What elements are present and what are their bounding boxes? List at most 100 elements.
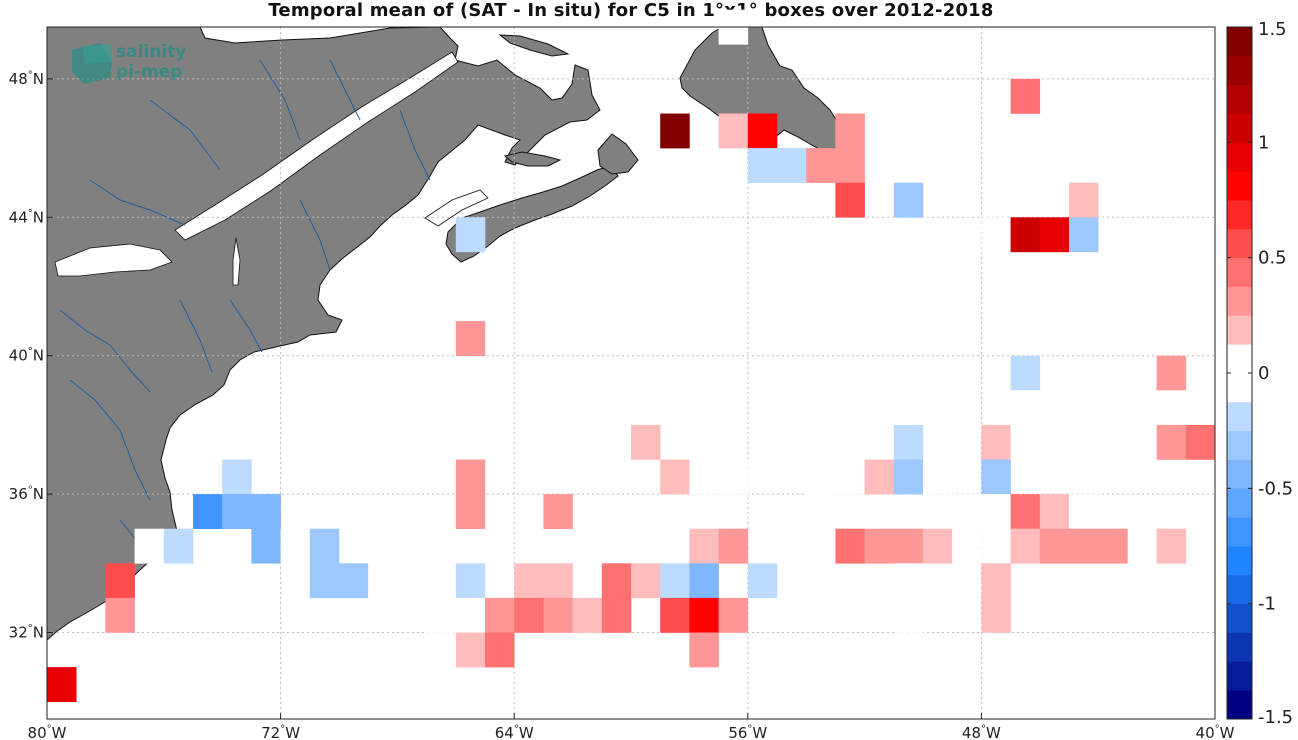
heatmap-cell	[134, 528, 165, 564]
heatmap-cell	[747, 563, 778, 599]
heatmap-cell	[455, 597, 486, 633]
logo-text-salinity: salinity	[116, 42, 186, 62]
colorbar-ticks: 1.5 1 0.5 0 -0.5 -1 -1.5	[1227, 19, 1293, 728]
colorbar-band	[1227, 661, 1252, 691]
colorbar-band	[1227, 517, 1252, 547]
heatmap-cell	[572, 597, 603, 633]
heatmap-cell	[455, 632, 486, 668]
heatmap-cell	[777, 528, 807, 564]
heatmap-cell	[601, 597, 632, 633]
heatmap-cell	[280, 528, 311, 564]
colorbar-tick-label: 1	[1258, 132, 1269, 153]
river-line	[69, 379, 151, 501]
colorbar: 1.5 1 0.5 0 -0.5 -1 -1.5	[1226, 19, 1293, 728]
heatmap-cell	[835, 113, 865, 149]
colorbar-band	[1227, 171, 1252, 201]
bay-of-fundy	[424, 189, 489, 227]
heatmap-cell	[1156, 528, 1187, 564]
heatmap-cell	[718, 597, 749, 633]
heatmap-cell	[1156, 355, 1187, 391]
land-mass-anticosti	[498, 34, 570, 57]
colorbar-band	[1227, 142, 1252, 172]
heatmap-cell	[689, 563, 719, 599]
heatmap-cell	[1069, 494, 1099, 529]
heatmap-cell	[631, 563, 661, 599]
heatmap-cell	[893, 563, 924, 599]
map-title: Temporal mean of (SAT - In situ) for C5 …	[268, 0, 994, 21]
colorbar-band	[1227, 546, 1252, 576]
colorbar-tick-label: 0	[1258, 363, 1269, 384]
heatmap-cell	[1156, 424, 1187, 460]
heatmap-cell	[543, 563, 573, 599]
river-line	[299, 199, 331, 271]
heatmap-cell	[718, 528, 749, 564]
land-mass-nova-scotia	[445, 165, 619, 263]
colorbar-band	[1227, 228, 1252, 259]
colorbar-band	[1227, 200, 1252, 230]
heatmap-cell	[689, 528, 719, 564]
heatmap-cell	[1098, 528, 1128, 564]
heatmap-cell	[1010, 217, 1041, 253]
lon-tick-label: 56°W	[728, 724, 767, 740]
land-layer	[46, 26, 841, 642]
heatmap-cell	[893, 528, 924, 564]
heatmap-cell	[893, 597, 924, 633]
heatmap-cell	[777, 148, 807, 183]
heatmap-cell	[806, 494, 836, 529]
heatmap-cell	[893, 182, 924, 218]
heatmap-cell	[806, 459, 836, 495]
heatmap-cell	[864, 528, 895, 564]
heatmap-cell	[660, 113, 690, 149]
heatmap-cell	[689, 459, 719, 495]
heatmap-cell	[514, 597, 544, 633]
heatmap-cell	[689, 597, 719, 633]
lat-tick-label: 32°N	[9, 624, 44, 642]
logo-icon-shade	[82, 44, 112, 64]
heatmap-cell	[981, 494, 1011, 529]
colorbar-band	[1227, 84, 1252, 114]
heatmap-cell	[485, 632, 515, 668]
colorbar-band	[1227, 55, 1252, 86]
heatmap-cell	[631, 424, 661, 460]
heatmap-cell	[1069, 182, 1099, 218]
colorbar-bands	[1227, 27, 1252, 720]
heatmap-cell	[806, 148, 836, 183]
river-line	[229, 299, 263, 353]
colorbar-band	[1227, 603, 1252, 633]
colorbar-tick-label: -0.5	[1258, 478, 1293, 499]
heatmap-cell	[1010, 494, 1041, 529]
heatmap-cell	[1185, 390, 1216, 426]
lat-tick-label: 40°N	[9, 347, 44, 365]
logo-text-pimep: pi-mep	[116, 62, 182, 82]
heatmap-cell	[660, 597, 690, 633]
heatmap-cell	[893, 424, 924, 460]
heatmap-cell	[426, 563, 457, 599]
lat-tick-labels: 48°N 44°N 40°N 36°N 32°N	[9, 70, 53, 642]
heatmap-cell	[1010, 390, 1041, 426]
heatmap-cell	[1185, 424, 1216, 460]
heatmap-cell	[1010, 528, 1041, 564]
heatmap-cell	[193, 494, 223, 529]
heatmap-cell	[543, 597, 573, 633]
lon-tick-label: 72°W	[261, 724, 300, 740]
heatmap-cell	[689, 632, 719, 668]
lat-tick-label: 36°N	[9, 485, 44, 503]
st-lawrence-river	[174, 51, 459, 241]
heatmap-cell	[1098, 390, 1128, 426]
heatmap-cell	[835, 528, 865, 564]
heatmap-cell	[251, 494, 281, 529]
heatmap-cell	[1039, 494, 1070, 529]
heatmap-cell	[1039, 424, 1070, 460]
heatmap-cell	[222, 494, 252, 529]
colorbar-tick-label: 0.5	[1258, 248, 1287, 269]
river-line	[149, 99, 221, 171]
heatmap-cell	[981, 563, 1011, 599]
heatmap-cell	[1010, 355, 1041, 391]
colorbar-band	[1227, 632, 1252, 662]
colorbar-band	[1227, 373, 1252, 403]
heatmap-cell	[981, 597, 1011, 633]
heatmap-cell	[339, 563, 369, 599]
heatmap-cell	[952, 528, 982, 564]
salinity-pimep-logo: salinity pi-mep	[72, 42, 186, 84]
